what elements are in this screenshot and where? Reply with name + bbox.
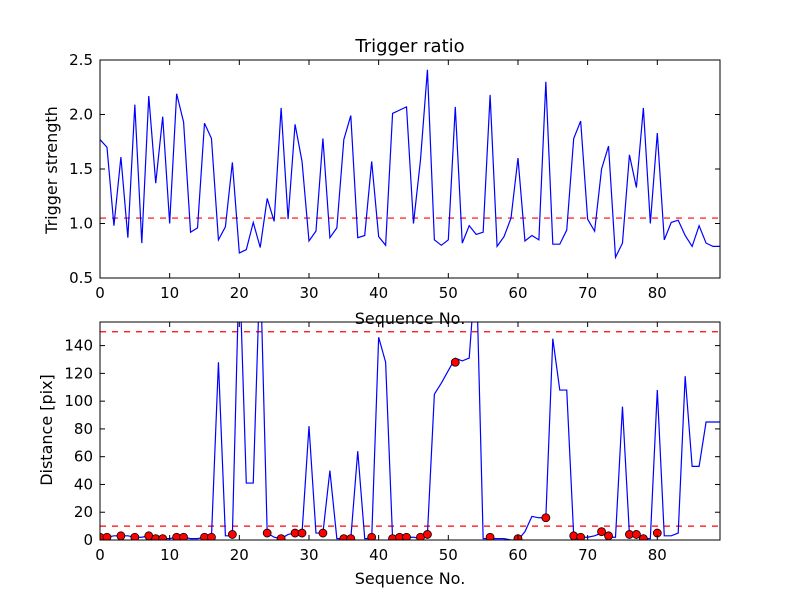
data-point [402,532,411,540]
x-tick-label: 80 [648,546,667,564]
data-point [102,532,112,540]
x-tick-label: 20 [230,546,249,564]
y-axis-label: Trigger strength [42,106,61,235]
y-tick-label: 120 [64,364,93,382]
x-tick-label: 50 [439,546,458,564]
data-point [179,532,188,540]
chart-plot-area: 0 10 20 30 40 50 60 70 80 0 20 40 60 80 100 120 140 [64,321,721,564]
y-tick-label: 1.0 [69,215,93,233]
x-tick-label: 70 [578,284,597,302]
y-tick-label: 20 [74,503,93,521]
data-point [423,530,432,539]
distance-chart: 0 10 20 30 40 50 60 70 80 0 20 40 60 80 100 120 140 Sequ… [37,321,721,588]
x-tick-label: 10 [160,284,179,302]
y-tick-label: 40 [74,475,93,493]
y-tick-label: 2.5 [69,51,93,69]
x-tick-label: 0 [95,546,105,564]
data-point [450,357,460,367]
data-point [346,534,356,540]
data-point [262,528,272,538]
x-axis-label: Sequence No. [355,569,466,588]
x-axis-label: Sequence No. [355,309,466,328]
data-point [276,534,286,540]
data-point [227,530,237,539]
x-tick-label: 60 [508,284,527,302]
x-tick-label: 0 [95,284,105,302]
x-tick-label: 70 [578,546,597,564]
chart-title: Trigger ratio [354,36,464,57]
data-point [576,532,586,540]
y-tick-label: 1.5 [69,160,93,178]
y-tick-label: 100 [64,392,93,410]
y-tick-label: 140 [64,337,93,355]
plot-frame [99,321,721,541]
data-point [632,530,641,539]
trigger-ratio-chart: Trigger ratio 0 10 20 30 40 50 60 70 80 0.5 1.0 1.5… [42,36,721,328]
plot-content [100,322,720,540]
plot-content [100,69,720,260]
y-tick-label: 80 [74,420,93,438]
data-point [597,527,606,537]
y-tick-label: 0.5 [69,269,93,287]
x-tick-label: 30 [299,284,318,302]
data-point [207,532,216,540]
y-tick-label: 2.0 [69,106,93,124]
data-point [604,531,613,540]
x-tick-label: 40 [369,284,388,302]
y-tick-label: 0 [83,531,93,549]
data-point [638,534,648,540]
series-line [100,69,720,260]
x-tick-label: 60 [508,546,527,564]
x-tick-label: 30 [299,546,318,564]
y-axis-label: Distance [pix] [37,374,56,486]
data-point [297,528,307,538]
y-tick-label: 60 [74,448,93,466]
chart-plot-area: 0 10 20 30 40 50 60 70 80 0.5 1.0 1.5 2.0 2.5 [69,51,721,302]
x-tick-label: 20 [230,284,249,302]
data-point [116,531,126,540]
data-point [318,528,328,538]
x-tick-label: 80 [648,284,667,302]
data-point [367,532,377,540]
x-tick-label: 50 [439,284,458,302]
data-point [130,532,140,540]
data-point [158,534,168,540]
x-tick-label: 10 [160,546,179,564]
data-point [541,513,551,523]
x-tick-label: 40 [369,546,388,564]
data-point [485,532,495,540]
